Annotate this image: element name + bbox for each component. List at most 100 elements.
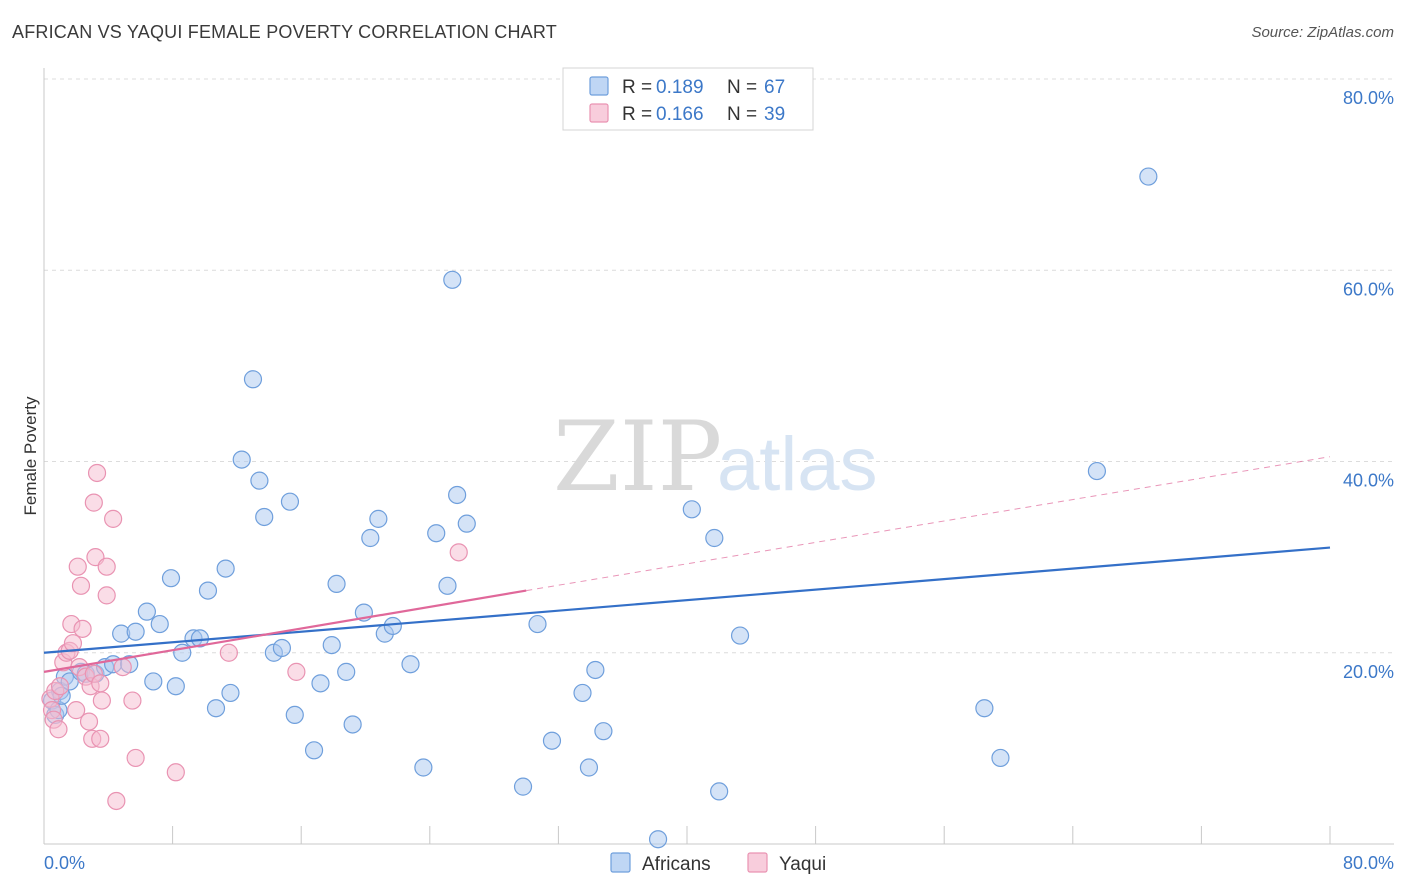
yaqui-point-15 bbox=[73, 619, 92, 638]
y-axis-label: Female Poverty bbox=[21, 396, 40, 516]
africans-point-28 bbox=[243, 370, 263, 389]
yaqui-point-37 bbox=[449, 543, 468, 562]
yaqui-point-11 bbox=[67, 701, 86, 720]
yaqui-point-32 bbox=[123, 691, 142, 710]
africans-point-51 bbox=[448, 485, 467, 505]
y-tick-label-60: 60.0% bbox=[1343, 279, 1394, 299]
gridlines bbox=[44, 78, 1394, 654]
africans-point-48 bbox=[427, 524, 446, 543]
africans-point-65 bbox=[975, 699, 994, 718]
africans-point-56 bbox=[573, 683, 592, 703]
stats-legend: R = 0.189 N = 67 R = 0.166 N = 39 bbox=[562, 67, 814, 131]
africans-point-67 bbox=[1087, 461, 1107, 481]
africans-point-59 bbox=[594, 722, 613, 741]
africans-point-68 bbox=[1139, 167, 1158, 186]
yaqui-r-label: R = bbox=[622, 104, 652, 125]
africans-point-54 bbox=[528, 614, 547, 634]
africans-point-50 bbox=[443, 270, 462, 289]
africans-point-33 bbox=[280, 492, 300, 511]
africans-point-42 bbox=[361, 528, 380, 548]
chart-title: AFRICAN VS YAQUI FEMALE POVERTY CORRELAT… bbox=[12, 22, 557, 42]
watermark: ZIP atlas bbox=[553, 401, 878, 513]
yaqui-point-33 bbox=[126, 748, 145, 768]
africans-r-label: R = bbox=[622, 77, 652, 98]
africans-point-55 bbox=[542, 731, 562, 750]
africans-point-32 bbox=[272, 638, 292, 658]
legend-yaqui-swatch bbox=[747, 852, 768, 873]
africans-point-30 bbox=[255, 507, 274, 527]
yaqui-point-25 bbox=[91, 729, 110, 748]
yaqui-point-23 bbox=[87, 463, 107, 483]
yaqui-point-12 bbox=[68, 557, 87, 576]
africans-point-53 bbox=[513, 777, 533, 796]
y-tick-label-80: 80.0% bbox=[1343, 88, 1394, 108]
africans-n-value: 67 bbox=[764, 77, 785, 98]
y-tick-label-40: 40.0% bbox=[1343, 471, 1394, 491]
africans-point-38 bbox=[327, 574, 346, 594]
africans-point-35 bbox=[304, 741, 324, 760]
africans-point-52 bbox=[457, 514, 476, 533]
legend-yaqui-label: Yaqui bbox=[779, 854, 826, 875]
africans-point-23 bbox=[198, 581, 218, 600]
africans-point-60 bbox=[648, 830, 668, 849]
africans-swatch bbox=[589, 76, 609, 96]
yaqui-point-27 bbox=[97, 586, 116, 605]
y-tick-label-20: 20.0% bbox=[1343, 662, 1394, 682]
africans-point-24 bbox=[206, 699, 226, 718]
y-tick-labels: 20.0% 40.0% 60.0% 80.0% bbox=[1343, 88, 1394, 682]
yaqui-point-4 bbox=[49, 720, 68, 739]
africans-point-27 bbox=[232, 450, 251, 469]
yaqui-point-5 bbox=[50, 677, 70, 696]
africans-r-value: 0.189 bbox=[656, 77, 704, 98]
watermark-zip: ZIP bbox=[553, 401, 722, 513]
yaqui-points bbox=[41, 463, 468, 811]
axes bbox=[43, 68, 1394, 845]
africans-point-57 bbox=[579, 758, 599, 777]
yaqui-point-24 bbox=[91, 674, 110, 693]
africans-point-43 bbox=[369, 509, 388, 528]
africans-point-14 bbox=[126, 622, 145, 641]
africans-point-16 bbox=[144, 672, 163, 691]
yaqui-r-value: 0.166 bbox=[656, 104, 704, 125]
yaqui-point-22 bbox=[84, 493, 103, 512]
africans-point-63 bbox=[710, 782, 729, 801]
yaqui-point-34 bbox=[166, 763, 185, 782]
yaqui-point-14 bbox=[71, 576, 91, 595]
africans-point-40 bbox=[343, 715, 362, 734]
africans-point-66 bbox=[991, 748, 1010, 768]
yaqui-point-29 bbox=[104, 509, 123, 528]
yaqui-n-value: 39 bbox=[764, 104, 785, 125]
africans-point-37 bbox=[322, 635, 341, 655]
trend-lines bbox=[43, 456, 1331, 673]
africans-n-label: N = bbox=[727, 77, 757, 98]
yaqui-n-label: N = bbox=[727, 104, 757, 125]
x-tick-label-max: 80.0% bbox=[1343, 853, 1394, 873]
yaqui-point-35 bbox=[219, 643, 238, 662]
yaqui-point-26 bbox=[92, 691, 111, 710]
yaqui-trend-line bbox=[43, 589, 527, 673]
watermark-atlas: atlas bbox=[717, 422, 878, 507]
africans-point-29 bbox=[250, 471, 269, 490]
legend-africans-swatch bbox=[610, 852, 631, 873]
africans-point-18 bbox=[161, 569, 181, 588]
africans-point-58 bbox=[586, 660, 605, 680]
yaqui-point-17 bbox=[79, 712, 99, 731]
africans-point-49 bbox=[438, 576, 457, 595]
yaqui-point-10 bbox=[63, 634, 83, 653]
africans-point-62 bbox=[705, 528, 724, 548]
africans-point-47 bbox=[414, 758, 433, 777]
africans-point-17 bbox=[150, 614, 169, 634]
yaqui-point-30 bbox=[107, 791, 126, 811]
x-tick-label-min: 0.0% bbox=[44, 853, 85, 873]
africans-point-45 bbox=[383, 616, 402, 636]
africans-point-36 bbox=[311, 674, 330, 693]
yaqui-trend-extension bbox=[526, 456, 1331, 592]
africans-trend-line bbox=[43, 546, 1331, 654]
africans-point-26 bbox=[221, 683, 240, 703]
legend-africans-label: Africans bbox=[642, 854, 711, 875]
africans-point-39 bbox=[337, 662, 356, 681]
yaqui-point-36 bbox=[287, 662, 306, 681]
africans-point-19 bbox=[166, 677, 185, 696]
yaqui-point-28 bbox=[97, 557, 116, 576]
